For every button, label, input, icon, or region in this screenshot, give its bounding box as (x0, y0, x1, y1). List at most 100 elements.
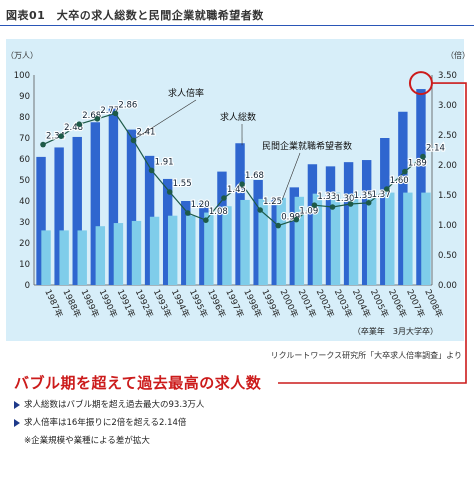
bar-kyujin-sosu (325, 166, 336, 285)
data-label: 1.20 (191, 200, 210, 210)
line-point (40, 141, 46, 148)
line-point (329, 204, 336, 210)
bar-kibosha-su (167, 215, 178, 285)
x-axis-caption: （卒業年 3月大学卒） (353, 326, 438, 336)
bar-kibosha-su (222, 206, 232, 285)
line-point (293, 216, 300, 223)
y-left-tick-label: 70 (19, 134, 30, 144)
line-point (203, 217, 209, 223)
annotation-leader (135, 99, 197, 139)
bar-kyujin-sosu (36, 156, 46, 285)
y-right-tick-label: 0.00 (438, 281, 457, 291)
bar-kyujin-sosu (72, 136, 82, 285)
bar-kibosha-su (294, 196, 305, 285)
data-label: 1.33 (317, 192, 336, 202)
bar-kyujin-sosu (181, 201, 191, 285)
bar-kyujin-sosu (199, 203, 209, 285)
left-axis-unit: （万人） (6, 51, 38, 60)
right-axis-unit: （倍） (446, 50, 470, 60)
annotation-label: 求人総数 (220, 111, 256, 123)
line-point (184, 210, 191, 216)
bullet-text: 求人総数はバブル期を超え過去最大の93.3万人 (24, 400, 205, 410)
bar-kyujin-sosu (54, 147, 64, 285)
y-left-tick-label: 40 (19, 197, 30, 207)
bullet-item: 求人倍率は16年振りに2倍を超える2.14倍 (14, 416, 186, 428)
y-right-tick-label: 2.00 (438, 161, 457, 171)
y-left-tick-label: 60 (19, 155, 30, 165)
y-right-tick-label: 1.00 (438, 221, 457, 231)
bullet-item: 求人総数はバブル期を超え過去最大の93.3万人 (14, 398, 204, 410)
data-label: 1.89 (408, 159, 427, 169)
triangle-bullet-icon (14, 418, 20, 427)
y-right-tick-label: 3.00 (438, 101, 457, 111)
bar-kyujin-sosu (253, 180, 263, 285)
bar-kyujin-sosu (235, 143, 245, 285)
bar-kyujin-sosu (307, 164, 318, 285)
line-point (130, 137, 137, 144)
line-point (257, 207, 263, 213)
line-point (58, 133, 64, 139)
annotation-label: 民間企業就職希望者数 (262, 140, 352, 152)
title-bar: 図表01 大卒の求人総数と民間企業就職希望者数 (0, 4, 474, 26)
data-label: 1.35 (354, 191, 373, 201)
y-left-tick-label: 30 (19, 218, 30, 228)
bar-kyujin-sosu (416, 89, 426, 285)
annotation-label: 求人倍率 (168, 87, 204, 99)
line-point (94, 116, 101, 122)
y-left-tick-label: 90 (19, 92, 30, 102)
y-left-tick-label: 10 (19, 260, 30, 270)
line-point (221, 195, 227, 201)
data-label: 1.91 (155, 157, 174, 167)
bar-kyujin-sosu (380, 138, 390, 285)
highlight-connector (278, 82, 467, 384)
data-label: 1.68 (245, 171, 264, 181)
headline-row: バブル期を超えて過去最高の求人数 (0, 372, 474, 394)
y-right-tick-label: 1.50 (438, 191, 457, 201)
data-label: 1.55 (173, 179, 192, 189)
bar-kibosha-su (113, 223, 124, 285)
y-right-tick-label: 3.50 (438, 71, 457, 81)
page-title: 図表01 大卒の求人総数と民間企業就職希望者数 (6, 9, 264, 22)
bar-kyujin-sosu (162, 178, 173, 285)
line-point (112, 110, 119, 117)
bar-kyujin-sosu (126, 129, 137, 285)
bar-kibosha-su (366, 193, 377, 285)
line-point (347, 201, 354, 207)
bar-kibosha-su (204, 212, 214, 285)
line-point (402, 168, 408, 175)
y-left-tick-label: 20 (19, 239, 30, 249)
bar-kibosha-su (95, 226, 106, 285)
bar-kibosha-su (240, 199, 250, 285)
line-point (275, 222, 282, 229)
bar-kibosha-su (59, 230, 69, 285)
annotation-leader (281, 152, 301, 200)
y-left-tick-label: 80 (19, 113, 30, 123)
source-note: リクルートワークス研究所「大卒求人倍率調査」より (270, 351, 462, 360)
line-kyujin-bairitsu (42, 112, 424, 227)
bar-kibosha-su (258, 198, 268, 285)
y-right-tick-label: 0.50 (438, 251, 457, 261)
bar-kibosha-su (41, 230, 51, 285)
bar-kyujin-sosu (361, 160, 372, 285)
line-point (148, 167, 155, 174)
data-label: 1.25 (263, 197, 282, 207)
data-label: 1.08 (209, 207, 228, 217)
line-point (383, 186, 390, 192)
data-label: 1.60 (390, 176, 409, 186)
bar-kyujin-sosu (144, 155, 155, 285)
data-label: 1.09 (299, 207, 318, 217)
y-left-tick-label: 50 (19, 176, 30, 186)
bar-kyujin-sosu (343, 162, 354, 285)
footnote: ※企業規模や業種による差が拡大 (24, 436, 150, 446)
bar-kyujin-sosu (398, 111, 408, 285)
bar-kyujin-sosu (271, 198, 281, 285)
triangle-bullet-icon (14, 400, 20, 409)
data-label: 2.14 (426, 144, 445, 154)
bar-kyujin-sosu (90, 122, 101, 285)
title-rule (0, 25, 474, 26)
line-point (365, 200, 372, 206)
bar-kibosha-su (421, 192, 431, 285)
line-point (311, 202, 318, 208)
bar-kibosha-su (385, 192, 395, 285)
